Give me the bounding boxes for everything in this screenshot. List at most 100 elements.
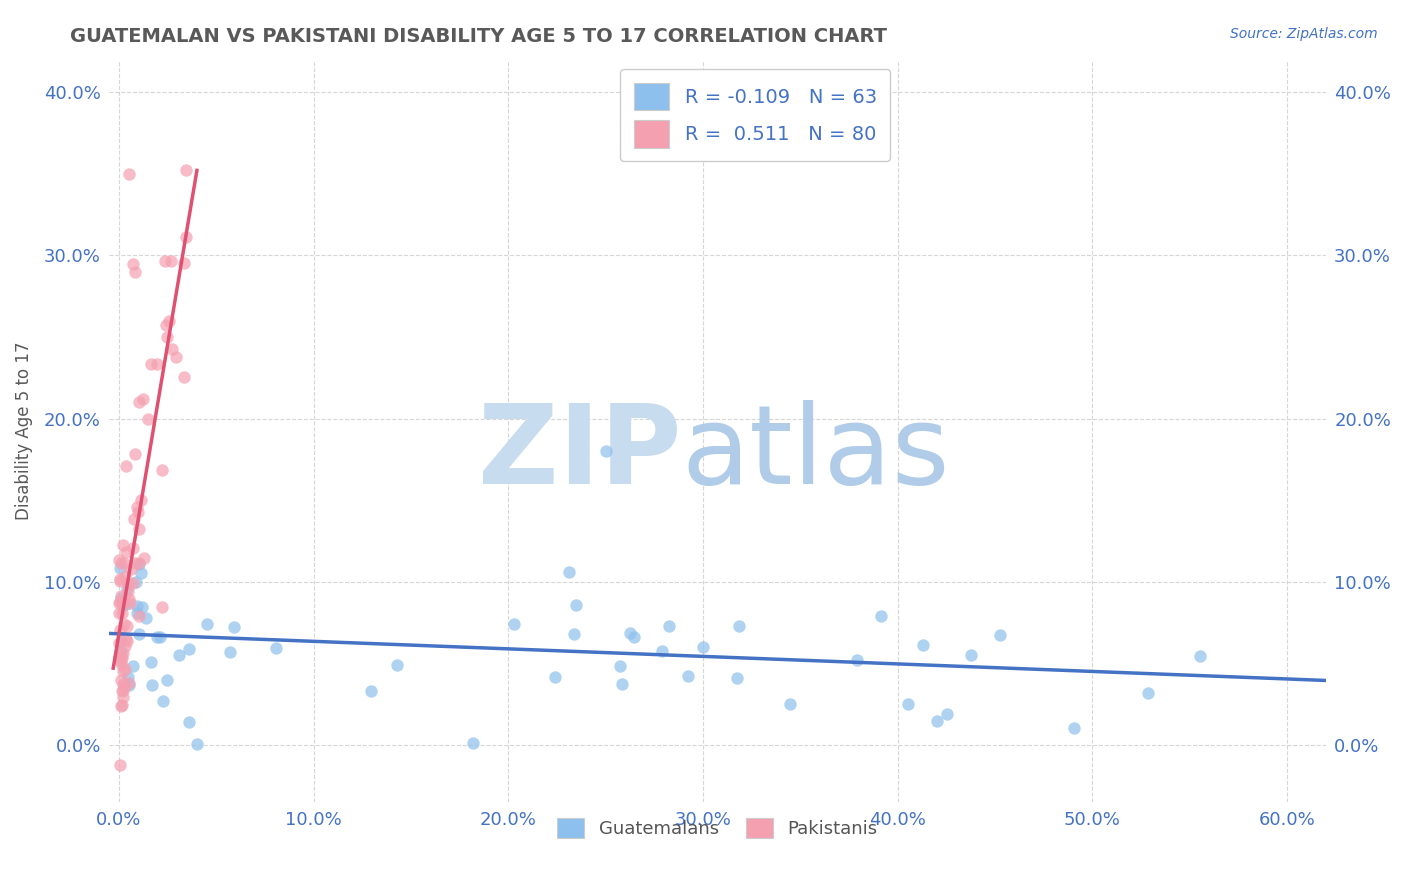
Point	[155, 673, 177, 687]
Point	[111, 664, 134, 678]
Point	[110, 651, 132, 665]
Point	[110, 673, 132, 687]
Point	[108, 648, 131, 663]
Point	[115, 632, 138, 647]
Point	[110, 589, 132, 603]
Point	[112, 556, 135, 570]
Point	[360, 684, 382, 698]
Point	[118, 678, 141, 692]
Point	[110, 634, 132, 648]
Point	[114, 616, 136, 631]
Point	[108, 596, 131, 610]
Point	[128, 556, 150, 570]
Point	[125, 599, 148, 613]
Point	[195, 617, 218, 632]
Point	[177, 642, 200, 657]
Point	[128, 522, 150, 536]
Point	[112, 599, 135, 613]
Point	[108, 649, 131, 664]
Point	[111, 657, 134, 672]
Point	[870, 608, 893, 623]
Point	[122, 659, 145, 673]
Point	[112, 646, 135, 660]
Point	[153, 254, 176, 268]
Point	[167, 648, 190, 662]
Point	[111, 683, 134, 698]
Point	[124, 447, 146, 461]
Point	[110, 698, 132, 713]
Point	[609, 659, 631, 673]
Point	[111, 594, 134, 608]
Point	[115, 545, 138, 559]
Point	[114, 663, 136, 677]
Point	[118, 676, 141, 690]
Point	[1136, 686, 1159, 700]
Point	[219, 645, 242, 659]
Point	[692, 640, 714, 654]
Point	[108, 623, 131, 637]
Point	[619, 625, 641, 640]
Point	[111, 607, 134, 621]
Point	[145, 630, 167, 644]
Point	[925, 714, 948, 728]
Point	[129, 566, 152, 581]
Point	[165, 350, 187, 364]
Point	[108, 561, 131, 575]
Point	[385, 657, 408, 672]
Point	[110, 574, 132, 588]
Point	[121, 541, 143, 556]
Point	[115, 597, 138, 611]
Point	[936, 706, 959, 721]
Point	[1189, 649, 1212, 664]
Point	[110, 698, 132, 713]
Point	[117, 583, 139, 598]
Point	[122, 512, 145, 526]
Point	[651, 644, 673, 658]
Point	[162, 343, 184, 357]
Point	[157, 314, 180, 328]
Point	[128, 557, 150, 571]
Point	[186, 737, 208, 751]
Point	[110, 556, 132, 570]
Point	[118, 592, 141, 607]
Point	[121, 257, 143, 271]
Point	[562, 627, 585, 641]
Point	[108, 552, 131, 566]
Point	[124, 265, 146, 279]
Point	[118, 167, 141, 181]
Point	[129, 493, 152, 508]
Point	[111, 690, 134, 704]
Text: Source: ZipAtlas.com: Source: ZipAtlas.com	[1230, 27, 1378, 41]
Point	[125, 574, 148, 589]
Point	[173, 256, 195, 270]
Point	[152, 463, 174, 477]
Point	[174, 229, 197, 244]
Point	[558, 565, 581, 579]
Point	[224, 620, 246, 634]
Text: atlas: atlas	[681, 400, 949, 507]
Point	[678, 668, 700, 682]
Point	[110, 683, 132, 698]
Point	[115, 458, 138, 473]
Point	[658, 618, 681, 632]
Point	[112, 679, 135, 693]
Point	[117, 633, 139, 648]
Point	[108, 654, 131, 668]
Point	[114, 568, 136, 582]
Point	[264, 641, 287, 656]
Point	[117, 670, 139, 684]
Point	[111, 596, 134, 610]
Point	[779, 697, 801, 711]
Point	[128, 395, 150, 409]
Point	[156, 330, 179, 344]
Point	[128, 608, 150, 623]
Point	[610, 676, 633, 690]
Point	[502, 617, 524, 632]
Point	[108, 636, 131, 650]
Point	[146, 357, 169, 371]
Point	[959, 648, 981, 663]
Point	[115, 619, 138, 633]
Point	[725, 671, 748, 685]
Point	[128, 626, 150, 640]
Point	[112, 537, 135, 551]
